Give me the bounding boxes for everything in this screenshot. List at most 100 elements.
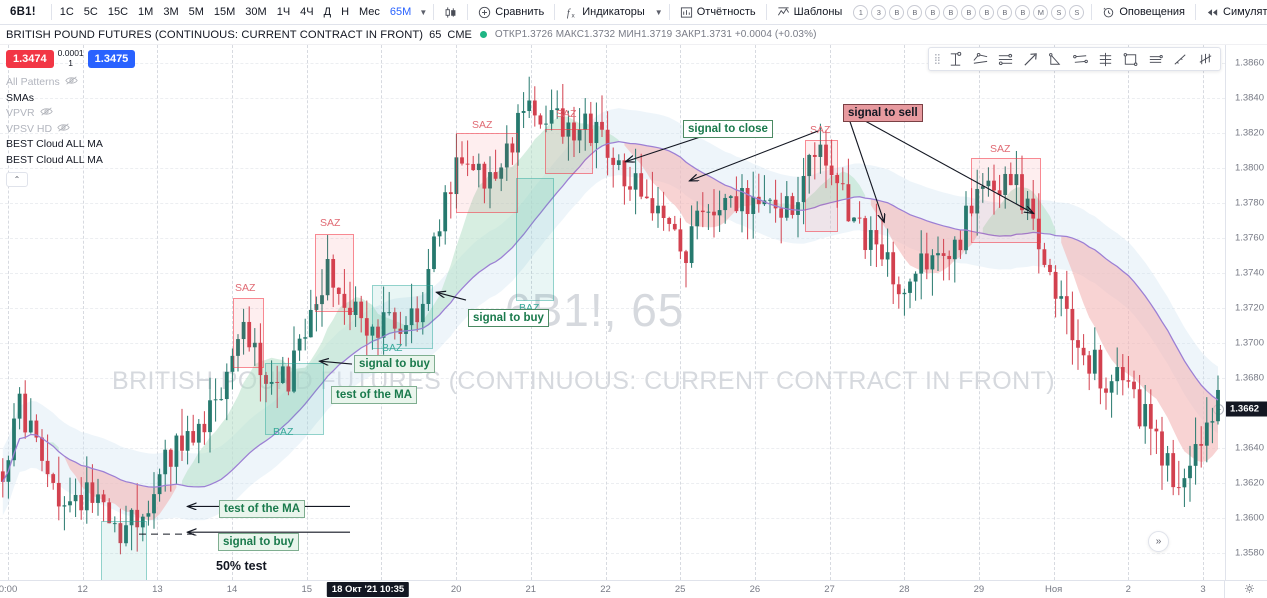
gann-tool-icon[interactable]	[1193, 48, 1218, 70]
interval-15С[interactable]: 15С	[107, 6, 129, 18]
zone-baz[interactable]	[372, 285, 433, 349]
layout-badge-4[interactable]: B	[925, 4, 941, 20]
indicator-row[interactable]: BEST Cloud ALL MA	[6, 152, 135, 168]
zone-saz[interactable]	[456, 133, 518, 213]
zone-baz[interactable]	[101, 521, 147, 580]
annotation-label[interactable]: signal to sell	[843, 104, 923, 123]
indicator-list: All Patterns SMAs VPVR VPSV HD BEST Cloud AL…	[6, 75, 135, 168]
templates-button[interactable]: Шаблоны	[770, 3, 850, 22]
interval-15М[interactable]: 15М	[213, 6, 236, 18]
h-gridline	[0, 552, 1225, 554]
bid-price[interactable]: 1.3474	[6, 49, 54, 68]
cross-line-tool-icon[interactable]	[943, 48, 968, 70]
interval-5М[interactable]: 5М	[188, 6, 204, 18]
layout-badge-0[interactable]: 1	[853, 4, 869, 20]
interval-Мес[interactable]: Мес	[359, 6, 380, 18]
interval-Н[interactable]: Н	[341, 6, 350, 18]
eye-off-icon[interactable]	[65, 75, 78, 89]
pitchfork-tool-icon[interactable]	[993, 48, 1018, 70]
gear-icon[interactable]	[1244, 583, 1255, 597]
indicator-row[interactable]: BEST Cloud ALL MA	[6, 137, 135, 153]
alerts-button[interactable]: Оповещения	[1095, 3, 1192, 22]
reports-button[interactable]: Отчётность	[673, 3, 763, 22]
rectangle-tool-icon[interactable]	[1118, 48, 1143, 70]
annotation-label[interactable]: signal to buy	[354, 355, 435, 374]
divider	[1195, 4, 1197, 20]
annotation-label[interactable]: test of the MA	[331, 386, 418, 405]
replay-button[interactable]: Симулятор рынка	[1199, 3, 1267, 22]
price-scale[interactable]: 1.3860 1.3840 1.3820 1.3800 1.3780 1.3760 1.37…	[1213, 45, 1267, 580]
indicator-row[interactable]: VPVR	[6, 106, 135, 122]
eye-off-icon[interactable]	[39, 106, 53, 120]
scroll-to-realtime-button[interactable]: »	[1148, 531, 1169, 552]
zone-saz[interactable]	[805, 140, 838, 232]
time-scale[interactable]: 0:0012131415192021222526272829Ноя2318 Ок…	[0, 580, 1267, 598]
time-tick: 21	[525, 584, 537, 595]
layout-badge-2[interactable]: B	[889, 4, 905, 20]
interval-Д[interactable]: Д	[323, 6, 332, 18]
layout-badge-12[interactable]: S	[1069, 4, 1085, 20]
triangle-tool-icon[interactable]	[1043, 48, 1068, 70]
compare-button[interactable]: Сравнить	[471, 3, 551, 22]
annotation-label[interactable]: signal to buy	[468, 309, 549, 328]
indicator-row[interactable]: SMAs	[6, 90, 135, 106]
interval-1М[interactable]: 1М	[138, 6, 154, 18]
annotation-label[interactable]: signal to close	[683, 120, 773, 139]
zone-saz[interactable]	[233, 298, 264, 368]
price-tick: 1.3720	[1234, 302, 1264, 313]
symbol-button[interactable]: 6B1!	[10, 6, 36, 18]
layout-badge-7[interactable]: B	[979, 4, 995, 20]
zone-saz[interactable]	[971, 158, 1041, 243]
flat-channel-tool-icon[interactable]	[1143, 48, 1168, 70]
interval-1С[interactable]: 1С	[59, 6, 74, 18]
indicator-row[interactable]: VPSV HD	[6, 121, 135, 137]
trend-channel-tool-icon[interactable]	[968, 48, 993, 70]
indicator-row[interactable]: All Patterns	[6, 75, 135, 91]
eye-off-icon[interactable]	[57, 122, 70, 136]
zone-label: SAZ	[556, 108, 577, 120]
symbol-description[interactable]: BRITISH POUND FUTURES (CONTINUOUS: CURRE…	[6, 28, 424, 41]
h-gridline	[0, 62, 1225, 64]
layout-badge-10[interactable]: M	[1033, 4, 1049, 20]
legend-collapse-button[interactable]: ⌃	[6, 171, 28, 187]
layout-badge-1[interactable]: 3	[871, 4, 887, 20]
chevron-down-icon[interactable]: ▼	[654, 7, 663, 17]
ask-price[interactable]: 1.3475	[87, 49, 136, 68]
ruler-tool-icon[interactable]	[1168, 48, 1193, 70]
drag-handle-icon[interactable]: ⣿	[933, 53, 941, 65]
layout-badge-6[interactable]: B	[961, 4, 977, 20]
interval-5С[interactable]: 5С	[83, 6, 98, 18]
arrow-tool-icon[interactable]	[1018, 48, 1043, 70]
layout-badge-5[interactable]: B	[943, 4, 959, 20]
time-tick: 13	[152, 584, 163, 595]
interval-65M[interactable]: 65M	[389, 6, 412, 18]
h-gridline	[0, 132, 1225, 134]
fib-retracement-tool-icon[interactable]	[1093, 48, 1118, 70]
layout-badge-8[interactable]: B	[997, 4, 1013, 20]
chart-plot-area[interactable]: 6B1!, 65 BRITISH POUND FUTURES (CONTINUO…	[0, 45, 1225, 580]
layout-badge-3[interactable]: B	[907, 4, 923, 20]
zone-baz[interactable]	[516, 178, 554, 301]
interval-1Ч[interactable]: 1Ч	[276, 6, 291, 18]
annotation-label[interactable]: 50% test	[216, 559, 267, 573]
annotation-label[interactable]: signal to buy	[218, 533, 299, 552]
drawing-tools-toolbar[interactable]: ⣿	[927, 47, 1221, 71]
interval-3М[interactable]: 3М	[163, 6, 179, 18]
zone-saz[interactable]	[315, 234, 354, 312]
zone-saz[interactable]	[545, 129, 593, 174]
interval-group: 1С 5С 15С 1М 3М 5М 15М 30М 1Ч 4Ч Д Н Мес 65M	[55, 3, 417, 21]
zone-baz[interactable]	[265, 363, 324, 435]
current-time-badge: 18 Окт '21 10:35	[326, 582, 410, 597]
chart-type-button[interactable]	[437, 3, 464, 22]
interval-4Ч[interactable]: 4Ч	[300, 6, 314, 18]
market-status-dot	[479, 31, 487, 38]
interval-30М[interactable]: 30М	[245, 6, 267, 18]
annotation-label[interactable]: test of the MA	[219, 500, 306, 519]
parallel-channel-tool-icon[interactable]	[1068, 48, 1093, 70]
price-tick: 1.3760	[1234, 232, 1264, 243]
layout-badge-11[interactable]: S	[1051, 4, 1067, 20]
chevron-down-icon[interactable]: ▼	[419, 7, 428, 17]
time-tick: 12	[77, 584, 88, 595]
layout-badge-9[interactable]: B	[1015, 4, 1031, 20]
